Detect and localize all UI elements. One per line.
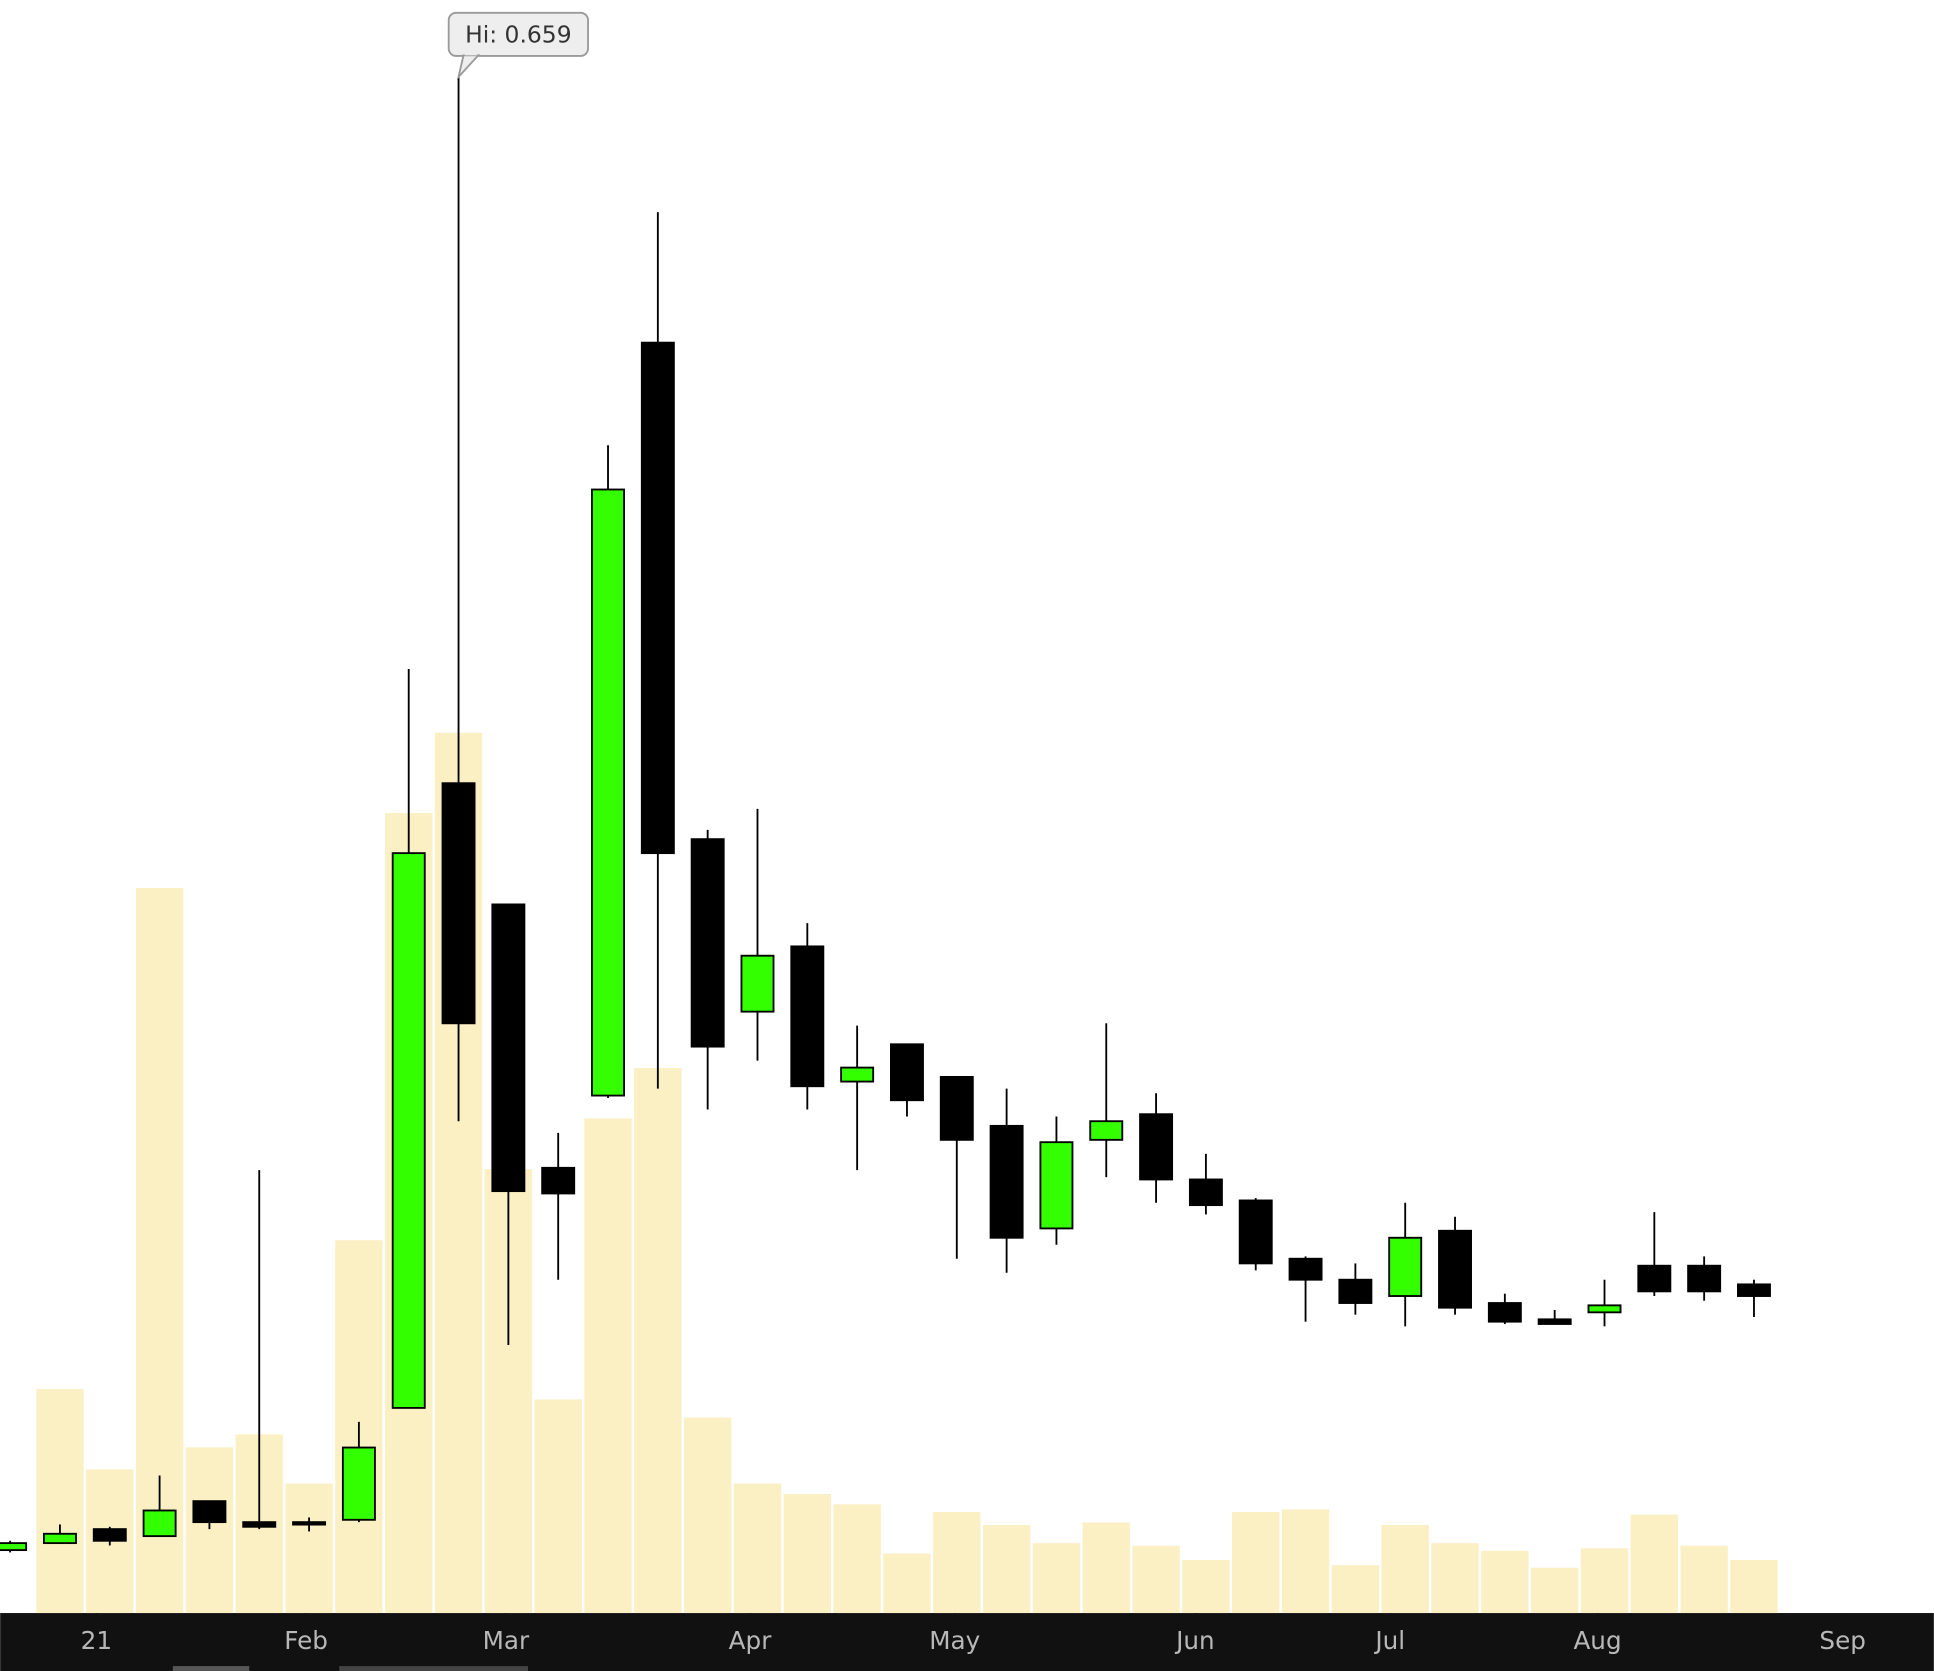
volume-layer [36, 732, 1778, 1614]
volume-bar [534, 1399, 582, 1614]
candle-body [341, 1446, 376, 1521]
volume-bar [1630, 1514, 1679, 1614]
tooltip: Hi: 0.659 [447, 11, 589, 81]
candle-body [0, 1542, 28, 1552]
volume-bar [1530, 1567, 1579, 1614]
volume-bar [1481, 1550, 1529, 1614]
candle-body [1089, 1120, 1124, 1141]
candle-body [989, 1124, 1024, 1239]
x-tick-label: Mar [483, 1626, 530, 1655]
candle-body [242, 1521, 277, 1528]
volume-bar [1182, 1559, 1230, 1614]
candle-body [491, 903, 526, 1193]
candle-body [939, 1075, 974, 1141]
candle-body [1139, 1113, 1174, 1181]
candle-body [1637, 1264, 1672, 1293]
volume-bar [1032, 1543, 1081, 1614]
volume-bar [833, 1504, 881, 1614]
volume-bar [1331, 1565, 1380, 1614]
tooltip-pointer [456, 54, 481, 81]
volume-bar [1580, 1548, 1629, 1614]
x-tick-label: Sep [1819, 1626, 1865, 1655]
candle-body [1687, 1264, 1722, 1293]
x-tick-label: Feb [284, 1626, 328, 1655]
x-tick-label: Aug [1573, 1626, 1621, 1655]
candle-body [292, 1521, 327, 1526]
candle-body [1487, 1302, 1522, 1323]
volume-bar [1132, 1545, 1180, 1614]
candle-body [640, 341, 675, 855]
candle-body [192, 1500, 227, 1524]
candle-body [42, 1532, 77, 1545]
x-axis-band [0, 1613, 1934, 1671]
candle-layer [0, 76, 1771, 1553]
volume-bar [285, 1483, 333, 1614]
tooltip-text: Hi: 0.659 [465, 20, 572, 48]
candle-body [1039, 1141, 1074, 1230]
volume-bar [584, 1118, 632, 1614]
x-tick-label: 21 [81, 1626, 112, 1655]
candle-body [1288, 1257, 1323, 1281]
candle-body [142, 1509, 177, 1538]
x-axis: 21 Feb Mar Apr May Jun Jul Aug Sep [81, 1613, 1866, 1655]
volume-bar [634, 1068, 682, 1614]
volume-bar [1680, 1545, 1728, 1614]
candle-body [441, 782, 476, 1025]
volume-bar [1082, 1522, 1130, 1614]
candle-body [840, 1066, 875, 1083]
volume-bar [783, 1493, 831, 1614]
volume-bar [933, 1512, 981, 1614]
candle-body [1388, 1236, 1423, 1297]
volume-bar [1232, 1512, 1280, 1614]
volume-bar [1431, 1543, 1479, 1614]
candle-body [1238, 1199, 1273, 1265]
volume-bar [683, 1417, 732, 1614]
candle-body [790, 945, 825, 1088]
candle-body [591, 488, 625, 1097]
candle-body [740, 954, 775, 1013]
x-tick-label: Jul [1373, 1626, 1405, 1655]
candle-body [1188, 1178, 1223, 1207]
x-tick-label: Jun [1174, 1626, 1215, 1655]
volume-bar [1381, 1525, 1429, 1614]
candle-body [1338, 1278, 1373, 1304]
x-tick-label: Apr [729, 1626, 773, 1655]
volume-bar [36, 1389, 84, 1614]
volume-bar [1730, 1559, 1778, 1614]
candle-body [92, 1528, 127, 1542]
volume-bar [733, 1483, 782, 1614]
volume-bar [185, 1447, 234, 1614]
candle-body [1537, 1318, 1572, 1325]
candle-body [1587, 1304, 1622, 1314]
volume-bar [883, 1553, 931, 1614]
candle-body [1737, 1283, 1771, 1297]
candle-body [541, 1166, 576, 1195]
candle-body [1438, 1229, 1472, 1309]
candle-body [690, 838, 725, 1048]
x-tick-label: May [929, 1626, 980, 1655]
scroll-marker [172, 1666, 250, 1671]
candle-body [890, 1043, 924, 1102]
candle-body [391, 852, 426, 1409]
volume-bar [982, 1525, 1031, 1614]
tooltip-bg [447, 11, 589, 57]
scroll-marker [339, 1666, 528, 1671]
volume-bar [1281, 1509, 1330, 1614]
